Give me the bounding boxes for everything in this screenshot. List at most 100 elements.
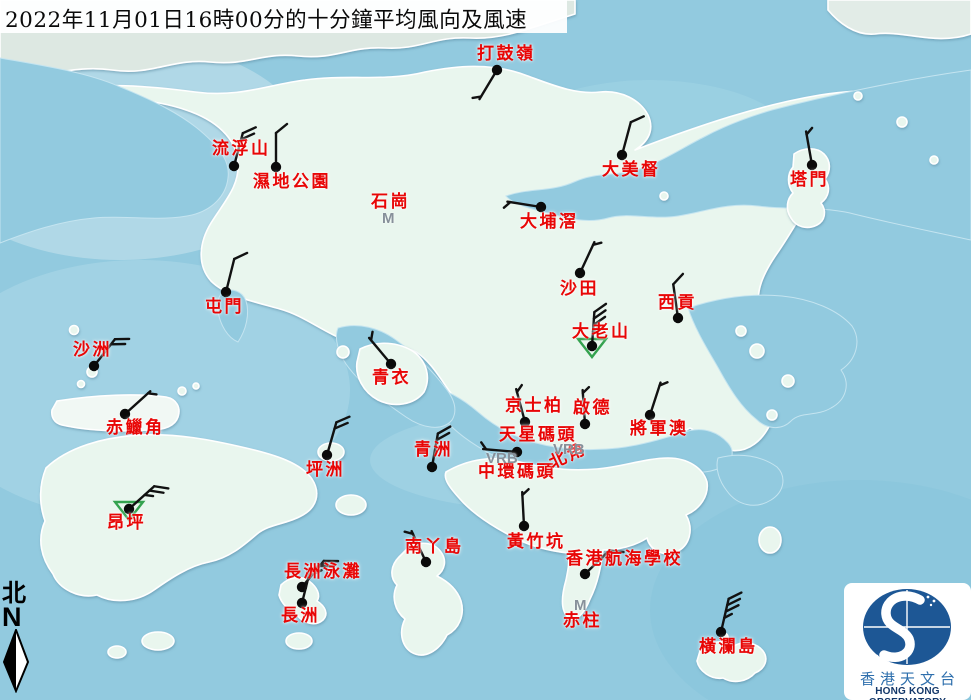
island-tap-mun xyxy=(786,147,831,229)
station-label-sai-kung: 西貢 xyxy=(658,293,697,313)
station-label-green-island: 青洲 xyxy=(414,440,453,460)
station-dot-sai-kung xyxy=(672,312,684,324)
station-label-chek-lap-kok: 赤鱲角 xyxy=(106,418,165,438)
land-shenzhen-east xyxy=(827,0,971,40)
islet-port-shelter-1 xyxy=(749,343,765,359)
wind-barb-wetland-park xyxy=(274,122,289,169)
station-chek-lap-kok xyxy=(119,390,158,420)
station-label-kings-park: 京士柏 xyxy=(505,396,564,416)
island-brothers-1 xyxy=(177,386,187,396)
gust-triangle-ngong-ping xyxy=(112,500,146,522)
wind-barb-lau-fau-shan xyxy=(232,126,257,168)
station-dot-tsing-yi xyxy=(385,358,397,370)
map-title: 2022年11月01日16時00分的十分鐘平均風向及風速 xyxy=(5,8,528,33)
island-po-toi xyxy=(696,641,767,683)
islet-tolo-centre-island xyxy=(659,191,669,201)
station-dot-tai-po-kau xyxy=(535,201,547,213)
station-label-cheung-chau-beach: 長洲泳灘 xyxy=(284,562,362,582)
island-sha-chau-2 xyxy=(76,379,86,389)
wind-barb-waglan-island xyxy=(719,591,743,634)
hko-logo-name-english: HONG KONG OBSERVATORY xyxy=(869,686,946,700)
station-dot-star-ferry xyxy=(511,446,523,458)
station-dot-sha-chau xyxy=(88,360,100,372)
station-label-tates-cairn: 大老山 xyxy=(572,322,631,342)
wind-barb-green-island xyxy=(430,425,452,469)
station-tsing-yi xyxy=(367,330,397,370)
station-kings-park xyxy=(515,383,531,428)
wind-barb-sha-chau xyxy=(92,337,131,368)
station-label-wetland-park: 濕地公園 xyxy=(253,172,331,192)
wind-barb-peng-chau xyxy=(325,415,351,457)
station-label-cheung-chau: 長洲 xyxy=(281,606,320,626)
hko-logo-mark xyxy=(863,589,951,666)
island-lantau xyxy=(39,433,318,602)
station-lamma-island xyxy=(403,529,432,568)
island-soko-2 xyxy=(107,645,127,659)
station-label-sha-chau: 沙洲 xyxy=(73,340,112,360)
station-cheung-chau xyxy=(296,562,325,609)
north-n-label: N xyxy=(2,602,22,632)
station-dot-tseung-kwan-o xyxy=(644,409,656,421)
station-label-star-ferry: 天星碼頭 xyxy=(499,425,577,445)
title-bar: 2022年11月01日16時00分的十分鐘平均風向及風速 xyxy=(0,0,567,33)
station-ta-kwu-ling xyxy=(471,64,503,101)
station-dot-wetland-park xyxy=(270,161,282,173)
island-ma-wan xyxy=(336,345,350,359)
station-sha-chau xyxy=(88,337,131,372)
island-hong-kong xyxy=(444,457,709,620)
station-dot-hk-sea-school xyxy=(579,568,591,580)
station-lau-fau-shan xyxy=(228,126,257,172)
station-label-tuen-mun: 屯門 xyxy=(205,297,244,317)
wind-barb-tap-mun xyxy=(804,126,814,167)
station-label-waglan-island: 橫瀾島 xyxy=(699,637,758,657)
water-castle-peak-bay xyxy=(217,289,249,343)
water-port-shelter xyxy=(687,294,858,428)
station-hk-sea-school xyxy=(579,549,625,580)
station-dot-lamma-island xyxy=(420,556,432,568)
wind-barb-ta-kwu-ling xyxy=(471,68,499,101)
wind-barb-chek-lap-kok xyxy=(123,390,158,416)
wind-barb-tai-po-kau xyxy=(502,200,543,209)
station-tseung-kwan-o xyxy=(644,381,669,421)
hko-logo-card: 香港天文台 HONG KONG OBSERVATORY xyxy=(844,583,971,700)
station-dot-wong-chuk-hang xyxy=(518,520,530,532)
island-airport xyxy=(51,394,180,432)
north-hanzi-label: 北 xyxy=(2,578,26,607)
station-dot-chek-lap-kok xyxy=(119,408,131,420)
station-label-hk-sea-school: 香港航海學校 xyxy=(566,549,683,569)
wind-barb-sha-tin xyxy=(578,240,603,275)
station-status-north-point: VRB xyxy=(553,441,585,458)
station-label-stanley: 赤柱 xyxy=(563,611,602,631)
station-label-central-pier: 中環碼頭 xyxy=(478,462,556,482)
station-dot-green-island xyxy=(426,461,438,473)
north-arrow: 北 N xyxy=(2,581,36,697)
station-label-tai-mei-tuk: 大美督 xyxy=(602,160,661,180)
islet-mirs-bay-2 xyxy=(853,91,863,101)
station-tai-mei-tuk xyxy=(616,115,645,161)
wind-barb-tsing-yi xyxy=(367,330,393,366)
wind-barb-tates-cairn xyxy=(590,302,608,348)
station-tuen-mun xyxy=(220,251,249,298)
station-dot-waglan-island xyxy=(715,626,727,638)
north-compass-needle xyxy=(2,627,30,694)
station-green-island xyxy=(426,425,452,473)
station-label-sha-tin: 沙田 xyxy=(560,279,599,299)
station-sai-kung xyxy=(672,272,685,324)
station-label-tap-mun: 塔門 xyxy=(790,170,829,190)
islet-mirs-bay-3 xyxy=(929,155,939,165)
station-label-lau-fau-shan: 流浮山 xyxy=(212,139,271,159)
station-label-ngong-ping: 昂坪 xyxy=(107,513,146,533)
station-label-tsing-yi: 青衣 xyxy=(372,368,411,388)
station-dot-ta-kwu-ling xyxy=(491,64,503,76)
wind-barb-tuen-mun xyxy=(224,251,249,294)
station-dot-tap-mun xyxy=(806,159,818,171)
station-ngong-ping xyxy=(112,485,170,522)
wind-barb-ngong-ping xyxy=(127,485,170,511)
hko-logo-name-chinese: 香港天文台 xyxy=(859,670,960,688)
islet-port-shelter-3 xyxy=(735,325,747,337)
island-lung-kwu-chau xyxy=(68,324,80,336)
station-dot-tuen-mun xyxy=(220,286,232,298)
island-hei-ling-chau xyxy=(335,494,367,516)
